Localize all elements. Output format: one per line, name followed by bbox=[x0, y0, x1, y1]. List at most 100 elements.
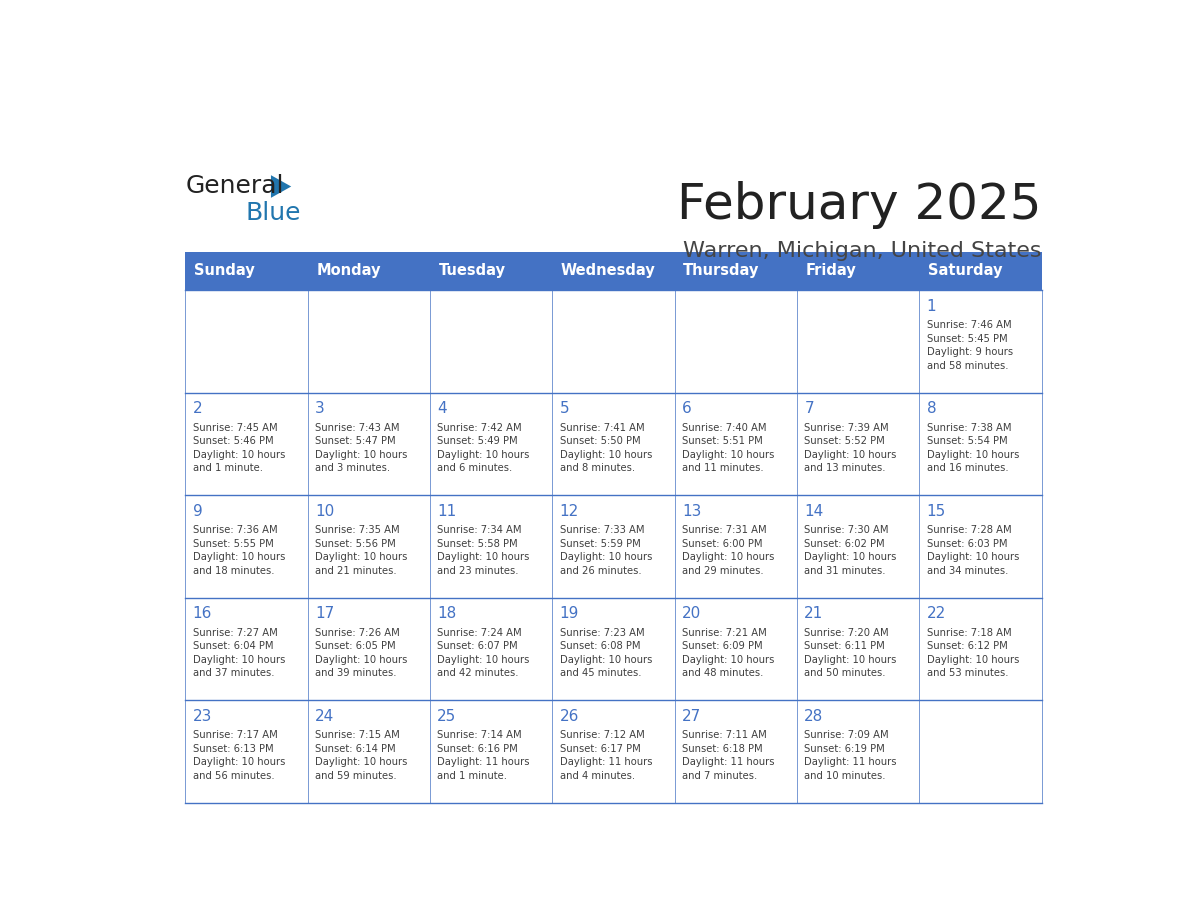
FancyBboxPatch shape bbox=[185, 290, 308, 393]
Text: 4: 4 bbox=[437, 401, 447, 417]
FancyBboxPatch shape bbox=[797, 252, 920, 290]
FancyBboxPatch shape bbox=[430, 252, 552, 290]
Text: Sunrise: 7:12 AM
Sunset: 6:17 PM
Daylight: 11 hours
and 4 minutes.: Sunrise: 7:12 AM Sunset: 6:17 PM Dayligh… bbox=[560, 730, 652, 781]
Text: Monday: Monday bbox=[316, 263, 380, 278]
Text: Sunrise: 7:35 AM
Sunset: 5:56 PM
Daylight: 10 hours
and 21 minutes.: Sunrise: 7:35 AM Sunset: 5:56 PM Dayligh… bbox=[315, 525, 407, 576]
FancyBboxPatch shape bbox=[430, 290, 552, 393]
FancyBboxPatch shape bbox=[308, 598, 430, 700]
Text: 9: 9 bbox=[192, 504, 202, 519]
FancyBboxPatch shape bbox=[797, 496, 920, 598]
Text: Friday: Friday bbox=[805, 263, 857, 278]
Text: 6: 6 bbox=[682, 401, 691, 417]
FancyBboxPatch shape bbox=[920, 252, 1042, 290]
Text: Sunrise: 7:45 AM
Sunset: 5:46 PM
Daylight: 10 hours
and 1 minute.: Sunrise: 7:45 AM Sunset: 5:46 PM Dayligh… bbox=[192, 422, 285, 474]
FancyBboxPatch shape bbox=[552, 496, 675, 598]
Text: 21: 21 bbox=[804, 607, 823, 621]
FancyBboxPatch shape bbox=[308, 393, 430, 496]
Text: Sunrise: 7:20 AM
Sunset: 6:11 PM
Daylight: 10 hours
and 50 minutes.: Sunrise: 7:20 AM Sunset: 6:11 PM Dayligh… bbox=[804, 628, 897, 678]
Text: Sunrise: 7:42 AM
Sunset: 5:49 PM
Daylight: 10 hours
and 6 minutes.: Sunrise: 7:42 AM Sunset: 5:49 PM Dayligh… bbox=[437, 422, 530, 474]
Text: Sunrise: 7:28 AM
Sunset: 6:03 PM
Daylight: 10 hours
and 34 minutes.: Sunrise: 7:28 AM Sunset: 6:03 PM Dayligh… bbox=[927, 525, 1019, 576]
Text: Tuesday: Tuesday bbox=[438, 263, 506, 278]
FancyBboxPatch shape bbox=[552, 393, 675, 496]
FancyBboxPatch shape bbox=[552, 598, 675, 700]
Text: Sunrise: 7:14 AM
Sunset: 6:16 PM
Daylight: 11 hours
and 1 minute.: Sunrise: 7:14 AM Sunset: 6:16 PM Dayligh… bbox=[437, 730, 530, 781]
Text: 28: 28 bbox=[804, 709, 823, 724]
Text: 14: 14 bbox=[804, 504, 823, 519]
Text: 18: 18 bbox=[437, 607, 456, 621]
Text: Sunrise: 7:24 AM
Sunset: 6:07 PM
Daylight: 10 hours
and 42 minutes.: Sunrise: 7:24 AM Sunset: 6:07 PM Dayligh… bbox=[437, 628, 530, 678]
FancyBboxPatch shape bbox=[675, 700, 797, 803]
Text: Thursday: Thursday bbox=[683, 263, 759, 278]
Text: Sunrise: 7:11 AM
Sunset: 6:18 PM
Daylight: 11 hours
and 7 minutes.: Sunrise: 7:11 AM Sunset: 6:18 PM Dayligh… bbox=[682, 730, 775, 781]
FancyBboxPatch shape bbox=[675, 496, 797, 598]
Text: Sunrise: 7:40 AM
Sunset: 5:51 PM
Daylight: 10 hours
and 11 minutes.: Sunrise: 7:40 AM Sunset: 5:51 PM Dayligh… bbox=[682, 422, 775, 474]
Text: Sunrise: 7:31 AM
Sunset: 6:00 PM
Daylight: 10 hours
and 29 minutes.: Sunrise: 7:31 AM Sunset: 6:00 PM Dayligh… bbox=[682, 525, 775, 576]
Text: 1: 1 bbox=[927, 299, 936, 314]
FancyBboxPatch shape bbox=[920, 496, 1042, 598]
FancyBboxPatch shape bbox=[675, 252, 797, 290]
FancyBboxPatch shape bbox=[797, 700, 920, 803]
Text: Sunrise: 7:33 AM
Sunset: 5:59 PM
Daylight: 10 hours
and 26 minutes.: Sunrise: 7:33 AM Sunset: 5:59 PM Dayligh… bbox=[560, 525, 652, 576]
FancyBboxPatch shape bbox=[920, 290, 1042, 393]
Text: Blue: Blue bbox=[245, 201, 301, 225]
Text: Sunday: Sunday bbox=[194, 263, 254, 278]
Text: 5: 5 bbox=[560, 401, 569, 417]
Text: Sunrise: 7:43 AM
Sunset: 5:47 PM
Daylight: 10 hours
and 3 minutes.: Sunrise: 7:43 AM Sunset: 5:47 PM Dayligh… bbox=[315, 422, 407, 474]
FancyBboxPatch shape bbox=[185, 598, 308, 700]
Text: Sunrise: 7:38 AM
Sunset: 5:54 PM
Daylight: 10 hours
and 16 minutes.: Sunrise: 7:38 AM Sunset: 5:54 PM Dayligh… bbox=[927, 422, 1019, 474]
Text: Sunrise: 7:09 AM
Sunset: 6:19 PM
Daylight: 11 hours
and 10 minutes.: Sunrise: 7:09 AM Sunset: 6:19 PM Dayligh… bbox=[804, 730, 897, 781]
Text: General: General bbox=[185, 174, 284, 197]
FancyBboxPatch shape bbox=[552, 290, 675, 393]
FancyBboxPatch shape bbox=[675, 290, 797, 393]
Text: Sunrise: 7:39 AM
Sunset: 5:52 PM
Daylight: 10 hours
and 13 minutes.: Sunrise: 7:39 AM Sunset: 5:52 PM Dayligh… bbox=[804, 422, 897, 474]
Text: Sunrise: 7:23 AM
Sunset: 6:08 PM
Daylight: 10 hours
and 45 minutes.: Sunrise: 7:23 AM Sunset: 6:08 PM Dayligh… bbox=[560, 628, 652, 678]
Text: February 2025: February 2025 bbox=[677, 181, 1042, 229]
FancyBboxPatch shape bbox=[185, 700, 308, 803]
Text: Sunrise: 7:26 AM
Sunset: 6:05 PM
Daylight: 10 hours
and 39 minutes.: Sunrise: 7:26 AM Sunset: 6:05 PM Dayligh… bbox=[315, 628, 407, 678]
FancyBboxPatch shape bbox=[552, 700, 675, 803]
Text: Sunrise: 7:41 AM
Sunset: 5:50 PM
Daylight: 10 hours
and 8 minutes.: Sunrise: 7:41 AM Sunset: 5:50 PM Dayligh… bbox=[560, 422, 652, 474]
FancyBboxPatch shape bbox=[920, 393, 1042, 496]
Text: Sunrise: 7:17 AM
Sunset: 6:13 PM
Daylight: 10 hours
and 56 minutes.: Sunrise: 7:17 AM Sunset: 6:13 PM Dayligh… bbox=[192, 730, 285, 781]
FancyBboxPatch shape bbox=[185, 393, 308, 496]
FancyBboxPatch shape bbox=[308, 700, 430, 803]
FancyBboxPatch shape bbox=[920, 598, 1042, 700]
Text: 24: 24 bbox=[315, 709, 334, 724]
Text: 23: 23 bbox=[192, 709, 211, 724]
FancyBboxPatch shape bbox=[920, 700, 1042, 803]
FancyBboxPatch shape bbox=[185, 252, 308, 290]
FancyBboxPatch shape bbox=[797, 290, 920, 393]
Text: Sunrise: 7:30 AM
Sunset: 6:02 PM
Daylight: 10 hours
and 31 minutes.: Sunrise: 7:30 AM Sunset: 6:02 PM Dayligh… bbox=[804, 525, 897, 576]
Text: Sunrise: 7:34 AM
Sunset: 5:58 PM
Daylight: 10 hours
and 23 minutes.: Sunrise: 7:34 AM Sunset: 5:58 PM Dayligh… bbox=[437, 525, 530, 576]
Text: 22: 22 bbox=[927, 607, 946, 621]
FancyBboxPatch shape bbox=[430, 598, 552, 700]
Text: 26: 26 bbox=[560, 709, 579, 724]
Text: 25: 25 bbox=[437, 709, 456, 724]
Text: 7: 7 bbox=[804, 401, 814, 417]
Text: Sunrise: 7:36 AM
Sunset: 5:55 PM
Daylight: 10 hours
and 18 minutes.: Sunrise: 7:36 AM Sunset: 5:55 PM Dayligh… bbox=[192, 525, 285, 576]
Text: Warren, Michigan, United States: Warren, Michigan, United States bbox=[683, 241, 1042, 261]
Text: Sunrise: 7:18 AM
Sunset: 6:12 PM
Daylight: 10 hours
and 53 minutes.: Sunrise: 7:18 AM Sunset: 6:12 PM Dayligh… bbox=[927, 628, 1019, 678]
Text: 11: 11 bbox=[437, 504, 456, 519]
FancyBboxPatch shape bbox=[185, 496, 308, 598]
Text: 27: 27 bbox=[682, 709, 701, 724]
Text: 13: 13 bbox=[682, 504, 701, 519]
Text: 15: 15 bbox=[927, 504, 946, 519]
Text: Sunrise: 7:27 AM
Sunset: 6:04 PM
Daylight: 10 hours
and 37 minutes.: Sunrise: 7:27 AM Sunset: 6:04 PM Dayligh… bbox=[192, 628, 285, 678]
FancyBboxPatch shape bbox=[797, 598, 920, 700]
Text: 19: 19 bbox=[560, 607, 579, 621]
Text: Sunrise: 7:15 AM
Sunset: 6:14 PM
Daylight: 10 hours
and 59 minutes.: Sunrise: 7:15 AM Sunset: 6:14 PM Dayligh… bbox=[315, 730, 407, 781]
Polygon shape bbox=[271, 175, 291, 197]
Text: 17: 17 bbox=[315, 607, 334, 621]
FancyBboxPatch shape bbox=[675, 393, 797, 496]
Text: Wednesday: Wednesday bbox=[561, 263, 656, 278]
Text: 12: 12 bbox=[560, 504, 579, 519]
Text: 20: 20 bbox=[682, 607, 701, 621]
FancyBboxPatch shape bbox=[308, 290, 430, 393]
FancyBboxPatch shape bbox=[430, 700, 552, 803]
FancyBboxPatch shape bbox=[308, 496, 430, 598]
Text: 16: 16 bbox=[192, 607, 211, 621]
FancyBboxPatch shape bbox=[797, 393, 920, 496]
FancyBboxPatch shape bbox=[552, 252, 675, 290]
FancyBboxPatch shape bbox=[430, 393, 552, 496]
